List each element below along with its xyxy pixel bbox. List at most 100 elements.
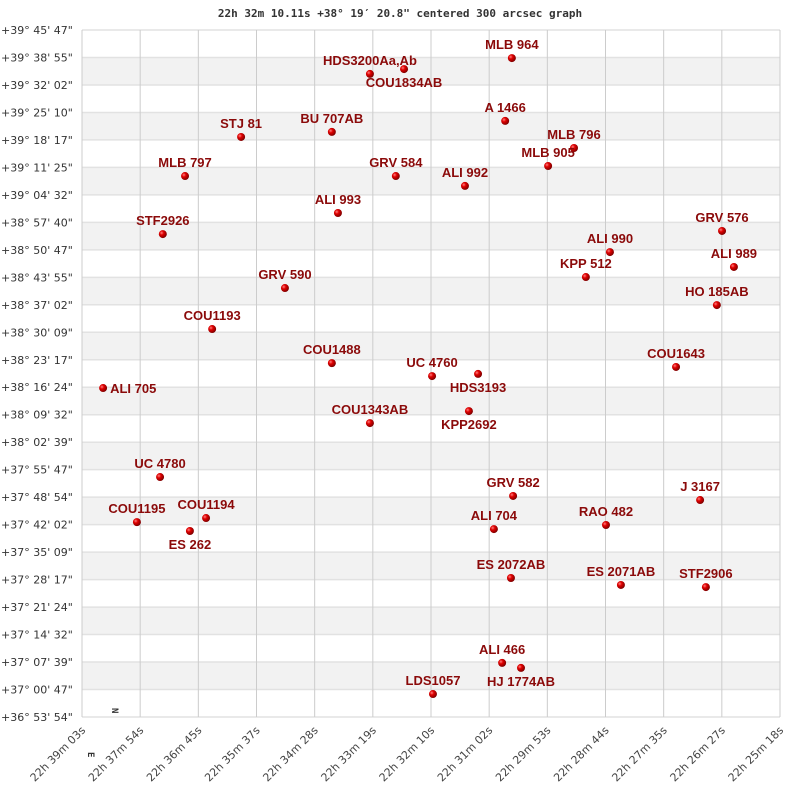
star-label: COU1488 (303, 342, 361, 357)
star-marker[interactable]: KPP 512 (560, 256, 612, 282)
star-marker[interactable]: COU1488 (303, 342, 361, 368)
star-marker[interactable]: GRV 584 (369, 155, 423, 181)
star-marker[interactable]: KPP2692 (441, 407, 497, 432)
star-marker[interactable]: STJ 81 (220, 116, 262, 141)
star-marker[interactable]: ALI 990 (587, 231, 633, 257)
star-point[interactable] (601, 520, 610, 529)
star-point[interactable] (391, 172, 400, 181)
star-label: ALI 705 (110, 381, 156, 396)
star-point[interactable] (506, 573, 515, 582)
star-point[interactable] (464, 407, 473, 416)
y-tick-label: +38° 43' 55" (1, 271, 73, 284)
star-point[interactable] (333, 208, 342, 217)
star-marker[interactable]: GRV 582 (486, 475, 540, 500)
star-point[interactable] (729, 262, 738, 271)
star-point[interactable] (202, 514, 211, 523)
star-point[interactable] (672, 362, 681, 371)
star-point[interactable] (712, 301, 721, 310)
star-marker[interactable]: UC 4760 (406, 355, 458, 381)
star-marker[interactable]: MLB 905 (521, 145, 575, 170)
star-marker[interactable]: ALI 704 (471, 508, 518, 534)
star-marker[interactable]: ES 262 (169, 526, 212, 552)
star-point[interactable] (185, 526, 194, 535)
star-marker[interactable]: COU1193 (184, 308, 241, 334)
star-marker[interactable]: HDS3193 (450, 369, 506, 395)
star-marker[interactable]: UC 4780 (134, 456, 186, 482)
star-marker[interactable]: HJ 1774AB (487, 663, 555, 689)
star-marker[interactable]: ALI 466 (479, 642, 525, 667)
star-point[interactable] (237, 132, 246, 141)
star-marker[interactable]: MLB 964 (485, 37, 539, 63)
star-marker[interactable]: A 1466 (484, 100, 526, 125)
star-point[interactable] (327, 359, 336, 368)
star-point[interactable] (365, 419, 374, 428)
star-point[interactable] (581, 273, 590, 282)
star-marker[interactable]: MLB 797 (158, 155, 212, 181)
star-point[interactable] (489, 525, 498, 534)
star-point[interactable] (605, 248, 614, 257)
star-marker[interactable]: GRV 576 (695, 210, 749, 235)
star-marker[interactable]: COU1195 (108, 501, 165, 527)
star-marker[interactable]: GRV 590 (258, 267, 312, 293)
star-point[interactable] (400, 65, 409, 74)
y-tick-label: +37° 21' 24" (1, 601, 73, 614)
star-point[interactable] (498, 658, 507, 667)
star-point[interactable] (718, 226, 727, 235)
star-marker[interactable]: RAO 482 (579, 504, 633, 529)
star-label: MLB 797 (158, 155, 211, 170)
y-tick-label: +39° 45' 47" (1, 24, 73, 37)
star-label: COU1193 (184, 308, 241, 323)
star-marker[interactable]: ES 2072AB (477, 557, 546, 582)
star-point[interactable] (99, 384, 108, 393)
grid-lines (81, 29, 781, 718)
star-label: GRV 576 (695, 210, 748, 225)
y-tick-label: +37° 00' 47" (1, 684, 73, 697)
star-point[interactable] (474, 369, 483, 378)
star-point[interactable] (208, 325, 217, 334)
star-marker[interactable]: ALI 989 (711, 246, 757, 271)
star-point[interactable] (181, 172, 190, 181)
y-tick-label: +37° 55' 47" (1, 464, 73, 477)
star-marker[interactable]: COU1834AB (366, 65, 443, 90)
star-point[interactable] (517, 663, 526, 672)
star-marker[interactable]: MLB 796 (547, 127, 601, 153)
star-point[interactable] (158, 230, 167, 239)
star-marker[interactable]: COU1343AB (332, 402, 409, 428)
star-label: KPP2692 (441, 417, 497, 432)
star-marker[interactable]: HDS3200Aa,Ab (323, 53, 417, 78)
star-marker[interactable]: LDS1057 (406, 673, 461, 699)
y-tick-label: +37° 48' 54" (1, 491, 73, 504)
star-point[interactable] (501, 116, 510, 125)
star-marker[interactable]: COU1194 (178, 497, 236, 523)
star-marker[interactable]: J 3167 (680, 479, 720, 505)
star-marker[interactable]: ALI 993 (315, 192, 361, 217)
x-tick-label: 22h 39m 03s (28, 724, 89, 785)
star-point[interactable] (509, 491, 518, 500)
star-marker[interactable]: ALI 705 (99, 381, 156, 396)
star-marker[interactable]: STF2906 (679, 566, 733, 592)
star-point[interactable] (428, 690, 437, 699)
star-marker[interactable]: ES 2071AB (587, 564, 656, 589)
star-point[interactable] (428, 372, 437, 381)
star-marker[interactable]: HO 185AB (685, 284, 749, 310)
star-point[interactable] (701, 583, 710, 592)
star-point[interactable] (327, 127, 336, 136)
star-point[interactable] (460, 181, 469, 190)
star-point[interactable] (280, 284, 289, 293)
star-marker[interactable]: BU 707AB (300, 111, 363, 136)
star-point[interactable] (507, 54, 516, 63)
star-point[interactable] (570, 144, 579, 153)
star-point[interactable] (696, 496, 705, 505)
star-label: A 1466 (484, 100, 525, 115)
star-point[interactable] (156, 473, 165, 482)
star-marker[interactable]: COU1643 (647, 346, 705, 371)
star-point[interactable] (616, 580, 625, 589)
star-point[interactable] (365, 69, 374, 78)
x-tick-label: 22h 36m 45s (144, 724, 205, 785)
star-point[interactable] (132, 518, 141, 527)
star-marker[interactable]: ALI 992 (442, 165, 488, 190)
star-point[interactable] (544, 161, 553, 170)
star-marker[interactable]: STF2926 (136, 213, 190, 239)
x-tick-label: 22h 34m 28s (260, 724, 321, 785)
